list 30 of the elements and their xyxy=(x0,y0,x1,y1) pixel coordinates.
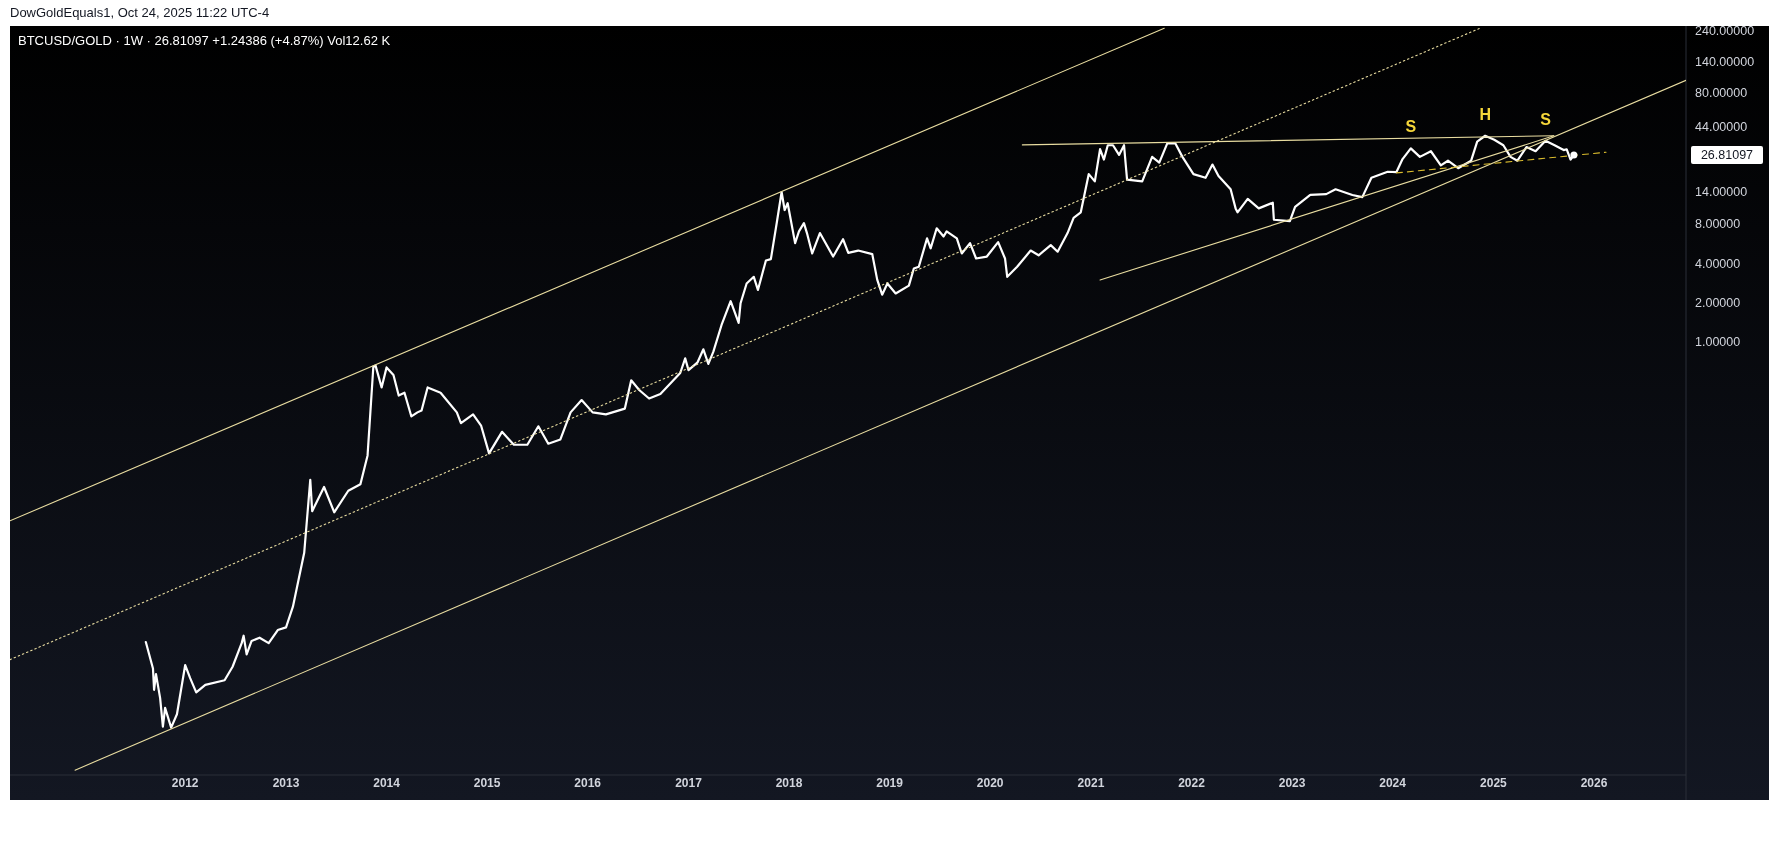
x-tick-label: 2023 xyxy=(1278,776,1306,790)
x-tick-label: 2022 xyxy=(1178,776,1206,790)
x-tick-label: 2013 xyxy=(272,776,300,790)
text: BTCUSD/GOLD · 1W · 26.81097 +1.24386 (+4.87%) Vol12.62 K xyxy=(18,33,391,48)
y-tick-label: 140.00000 xyxy=(1695,54,1755,69)
y-tick-label: 2.00000 xyxy=(1695,296,1741,311)
x-tick-label: 2020 xyxy=(976,776,1004,790)
x-tick-label: 2014 xyxy=(373,776,401,790)
x-tick-label: 2024 xyxy=(1379,776,1407,790)
y-tick-label: 80.00000 xyxy=(1695,86,1748,101)
y-tick-label: 240.00000 xyxy=(1695,23,1755,38)
y-tick-label: 44.00000 xyxy=(1695,120,1748,135)
annotation: S xyxy=(1405,118,1417,136)
x-tick-label: 2012 xyxy=(171,776,199,790)
text: DowGoldEquals1, Oct 24, 2025 11:22 UTC-4 xyxy=(10,5,270,20)
x-tick-label: 2018 xyxy=(775,776,803,790)
x-tick-label: 2025 xyxy=(1480,776,1508,790)
x-tick-label: 2021 xyxy=(1077,776,1105,790)
x-tick-label: 2019 xyxy=(876,776,904,790)
annotation: S xyxy=(1540,110,1552,128)
x-tick-label: 2015 xyxy=(473,776,501,790)
annotation: H xyxy=(1479,105,1491,123)
y-tick-label: 4.00000 xyxy=(1695,256,1741,271)
x-tick-label: 2016 xyxy=(574,776,602,790)
y-tick-label: 14.00000 xyxy=(1695,185,1748,200)
text: 26.81097 xyxy=(1700,148,1754,163)
y-tick-label: 8.00000 xyxy=(1695,217,1741,232)
x-tick-label: 2026 xyxy=(1580,776,1608,790)
x-tick-label: 2017 xyxy=(675,776,703,790)
y-tick-label: 1.00000 xyxy=(1695,335,1741,350)
